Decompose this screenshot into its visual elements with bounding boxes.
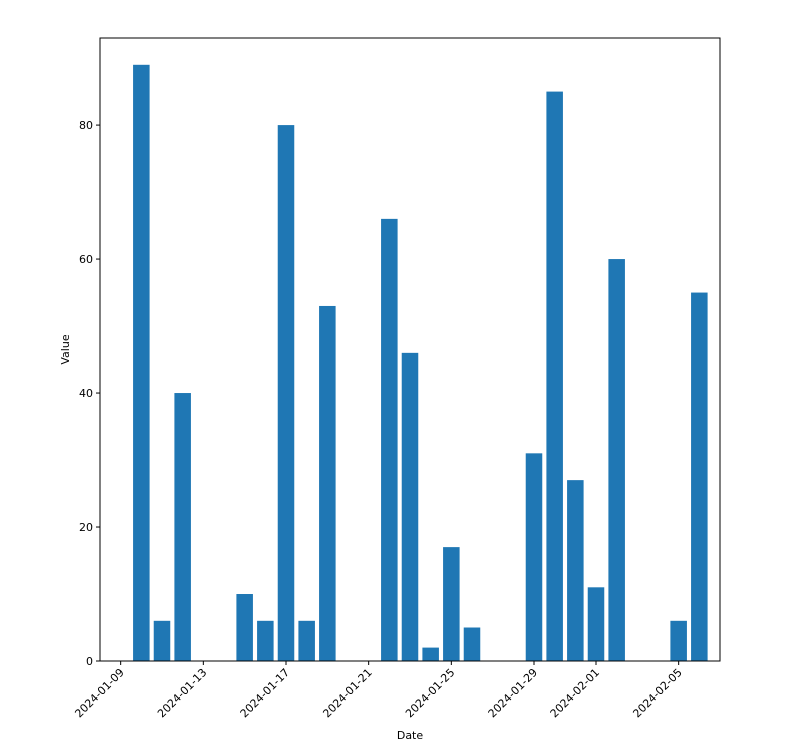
bar-2024-02-01 — [587, 587, 605, 661]
x-tick-label: 2024-01-21 — [320, 666, 374, 720]
bar-2024-01-31 — [567, 480, 584, 661]
bar-2024-01-17 — [277, 125, 295, 662]
x-tick-label: 2024-01-17 — [238, 666, 292, 720]
bar-2024-01-18 — [298, 620, 315, 661]
x-tick-label: 2024-01-13 — [155, 666, 209, 720]
bar-2024-01-26 — [463, 627, 481, 661]
bar-2024-02-06 — [691, 292, 708, 661]
x-tick-label: 2024-01-09 — [72, 666, 126, 720]
bar-2024-01-16 — [257, 620, 274, 661]
bar-2024-01-12 — [174, 393, 191, 661]
bar-2024-01-15 — [236, 594, 253, 661]
bar-2024-01-23 — [401, 352, 419, 661]
y-axis-ticks: 0 20 40 60 80 — [79, 119, 100, 668]
bar-2024-01-22 — [381, 218, 398, 661]
x-tick-label: 2024-01-25 — [403, 666, 457, 720]
x-tick-label: 2024-02-01 — [548, 666, 602, 720]
y-axis-title: Value — [59, 334, 72, 364]
bar-2024-01-29 — [525, 453, 543, 661]
bar-2024-01-24 — [422, 647, 439, 661]
x-tick-label: 2024-02-05 — [630, 666, 684, 720]
bar-2024-01-30 — [546, 91, 563, 662]
y-tick-label: 20 — [79, 521, 93, 534]
bar-2024-01-25 — [443, 547, 460, 661]
y-tick-label: 80 — [79, 119, 93, 132]
bar-2024-02-05 — [670, 620, 687, 661]
x-axis-title: Date — [397, 729, 424, 742]
x-axis-ticks: 2024-01-09 2024-01-13 2024-01-17 2024-01-21… — [72, 661, 685, 720]
bar-2024-01-19 — [319, 305, 336, 661]
bars-layer — [133, 64, 708, 662]
y-tick-label: 40 — [79, 387, 93, 400]
x-tick-label: 2024-01-29 — [486, 666, 540, 720]
bar-2024-02-02 — [608, 259, 625, 661]
y-tick-label: 0 — [86, 655, 93, 668]
bar-2024-01-11 — [153, 620, 171, 661]
y-tick-label: 60 — [79, 253, 93, 266]
plot-area-frame — [99, 37, 721, 662]
bar-2024-01-10 — [133, 64, 150, 662]
